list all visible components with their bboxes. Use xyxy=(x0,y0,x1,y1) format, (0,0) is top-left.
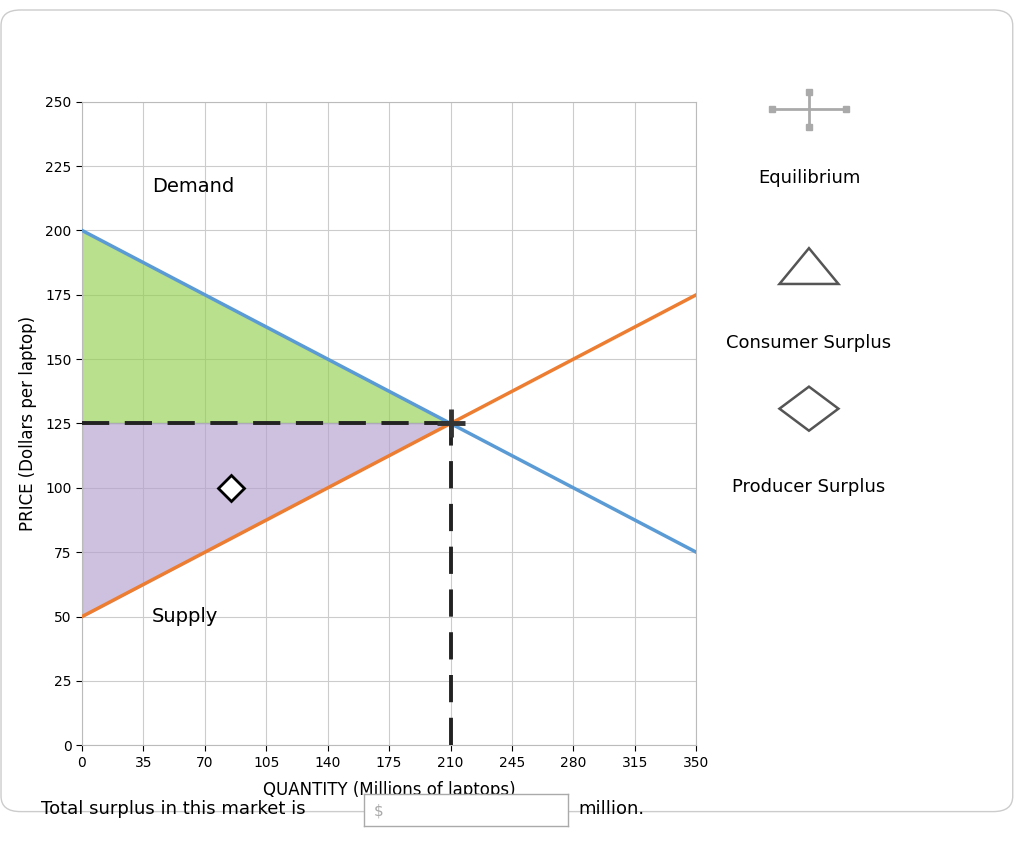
Text: Supply: Supply xyxy=(153,606,218,626)
Polygon shape xyxy=(82,424,451,617)
X-axis label: QUANTITY (Millions of laptops): QUANTITY (Millions of laptops) xyxy=(263,781,515,799)
Text: $: $ xyxy=(374,804,384,819)
Text: Consumer Surplus: Consumer Surplus xyxy=(726,334,892,352)
Text: Equilibrium: Equilibrium xyxy=(758,169,860,187)
Text: Total surplus in this market is: Total surplus in this market is xyxy=(41,800,305,818)
Text: Demand: Demand xyxy=(153,177,234,196)
Text: Producer Surplus: Producer Surplus xyxy=(732,478,886,496)
Polygon shape xyxy=(82,230,451,424)
Text: million.: million. xyxy=(579,800,645,818)
Y-axis label: PRICE (Dollars per laptop): PRICE (Dollars per laptop) xyxy=(18,316,37,531)
